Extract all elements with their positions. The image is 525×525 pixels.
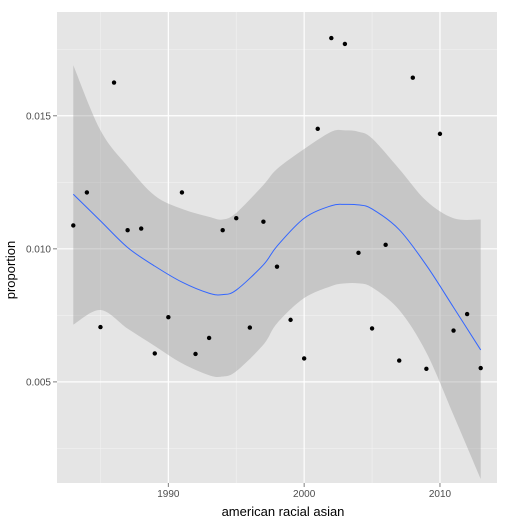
data-point [288, 317, 293, 323]
data-point [397, 358, 402, 363]
data-point [329, 35, 334, 41]
data-point [464, 311, 470, 317]
x-tick-label: 2000 [293, 489, 316, 500]
data-point [451, 328, 456, 333]
data-point [98, 324, 103, 330]
data-point [424, 366, 429, 372]
y-axis-title: proportion [3, 241, 18, 300]
x-axis: 1990 2000 2010 [157, 483, 452, 500]
data-point [193, 351, 198, 357]
y-tick-label: 0.005 [26, 377, 51, 388]
data-point [301, 356, 307, 361]
data-point [111, 80, 117, 85]
data-point [206, 335, 212, 341]
data-point [342, 41, 348, 47]
x-axis-title: american racial asian [222, 504, 345, 519]
data-point [220, 228, 225, 233]
y-tick-label: 0.015 [26, 111, 51, 122]
data-point [138, 226, 144, 231]
y-axis: 0.005 0.010 0.015 [26, 111, 57, 388]
smooth-line-group [72, 193, 482, 351]
data-point [247, 325, 253, 330]
data-point [274, 264, 280, 269]
panel-background [57, 12, 497, 483]
x-tick-label: 2010 [429, 489, 452, 500]
data-point [478, 365, 483, 371]
y-tick-label: 0.010 [26, 244, 51, 255]
data-point [71, 223, 76, 228]
data-point [369, 326, 375, 331]
data-point [152, 351, 157, 356]
data-point [315, 126, 320, 132]
data-point [84, 190, 90, 195]
data-point [437, 131, 443, 137]
confidence-band [73, 65, 481, 480]
plot-panel [57, 12, 497, 483]
smooth-line [72, 193, 482, 351]
data-point [261, 219, 266, 224]
data-point [383, 242, 388, 248]
data-point [179, 190, 185, 195]
data-point [125, 228, 130, 233]
x-tick-label: 1990 [157, 489, 180, 500]
data-point [356, 250, 361, 256]
data-point [410, 75, 416, 80]
data-point [166, 315, 171, 320]
data-point [234, 216, 239, 221]
scatter-points [71, 35, 483, 372]
confidence-ribbon [73, 65, 481, 480]
gridlines [57, 12, 497, 483]
